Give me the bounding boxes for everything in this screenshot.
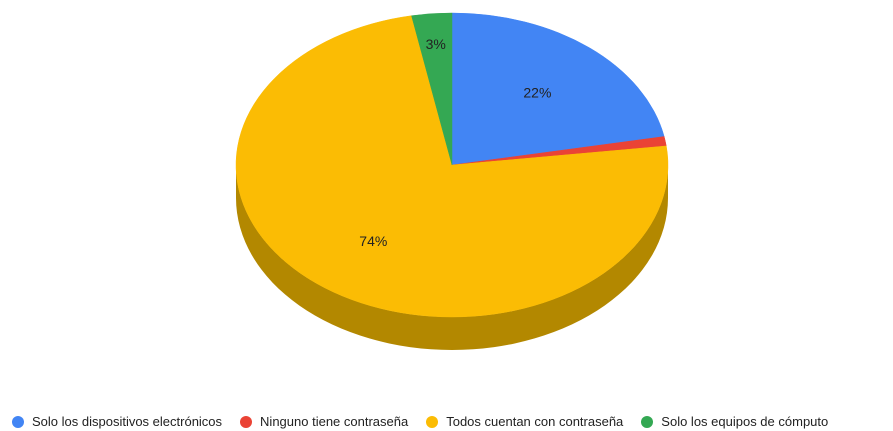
pie-chart: 22% 74% 3% (235, 12, 669, 350)
legend-label: Ninguno tiene contraseña (260, 414, 409, 429)
pie-slice-3[interactable] (411, 12, 453, 166)
pie-slices (235, 12, 669, 318)
legend-item[interactable]: Todos cuentan con contraseña (426, 414, 623, 429)
pie-side-2 (236, 165, 668, 350)
pie-slice-2[interactable] (235, 15, 669, 318)
pie-3d-sides (236, 165, 668, 350)
pie-data-label-2: 74% (359, 233, 387, 249)
legend-label: Todos cuentan con contraseña (446, 414, 624, 429)
legend-marker (240, 415, 253, 428)
pie-data-labels: 22% 74% 3% (359, 36, 551, 249)
legend-marker (12, 415, 24, 428)
chart-legend: Solo los dispositivos electrónicos Ningu… (0, 412, 893, 431)
pie-data-label-0: 22% (523, 84, 551, 100)
pie-data-label-3: 3% (426, 36, 446, 52)
pie-slice-0[interactable] (451, 12, 665, 166)
legend-item[interactable]: Solo los equipos de cómputo (641, 414, 828, 429)
legend-marker (641, 415, 654, 428)
legend-marker (426, 415, 439, 428)
legend-item[interactable]: Solo los dispositivos electrónicos (12, 414, 222, 429)
legend-label: Solo los dispositivos electrónicos (32, 414, 223, 429)
legend-label: Solo los equipos de cómputo (661, 414, 829, 429)
legend-item[interactable]: Ninguno tiene contraseña (240, 414, 408, 429)
